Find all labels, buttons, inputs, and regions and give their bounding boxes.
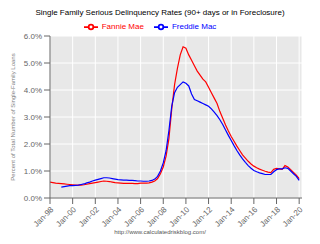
svg-text:Jan-02: Jan-02 [77, 205, 101, 228]
html-text:Freddie Mac: Freddie Mac [171, 22, 217, 32]
svg-text:Jan-98: Jan-98 [32, 205, 56, 228]
svg-text:Jan-06: Jan-06 [122, 205, 146, 228]
svg-text:Jan-18: Jan-18 [258, 205, 282, 228]
html-text:Single Family Serious Delinque: Single Family Serious Delinquency Rates … [35, 8, 285, 17]
svg-text:3.0%: 3.0% [24, 113, 42, 122]
svg-text:Jan-12: Jan-12 [190, 205, 214, 228]
svg-text:Percent of Total Number of Sin: Percent of Total Number of Single-Family… [10, 53, 16, 180]
svg-text:Jan-20: Jan-20 [281, 205, 305, 228]
svg-text:Jan-14: Jan-14 [213, 205, 237, 228]
svg-text:5.0%: 5.0% [24, 59, 42, 68]
svg-text:0.0%: 0.0% [24, 194, 42, 203]
svg-text:Jan-00: Jan-00 [54, 205, 78, 228]
svg-text:2.0%: 2.0% [24, 140, 42, 149]
svg-text:Jan-16: Jan-16 [236, 205, 260, 228]
svg-text:Jan-04: Jan-04 [100, 205, 124, 228]
svg-text:Jan-10: Jan-10 [168, 205, 192, 228]
svg-text:Jan-08: Jan-08 [145, 205, 169, 228]
svg-text:4.0%: 4.0% [24, 86, 42, 95]
html-text:http://www.calculatedriskblog.: http://www.calculatedriskblog.com/ [114, 229, 206, 235]
svg-text:1.0%: 1.0% [24, 167, 42, 176]
svg-text:6.0%: 6.0% [24, 32, 42, 41]
html-text:Fannie Mae: Fannie Mae [101, 22, 144, 32]
